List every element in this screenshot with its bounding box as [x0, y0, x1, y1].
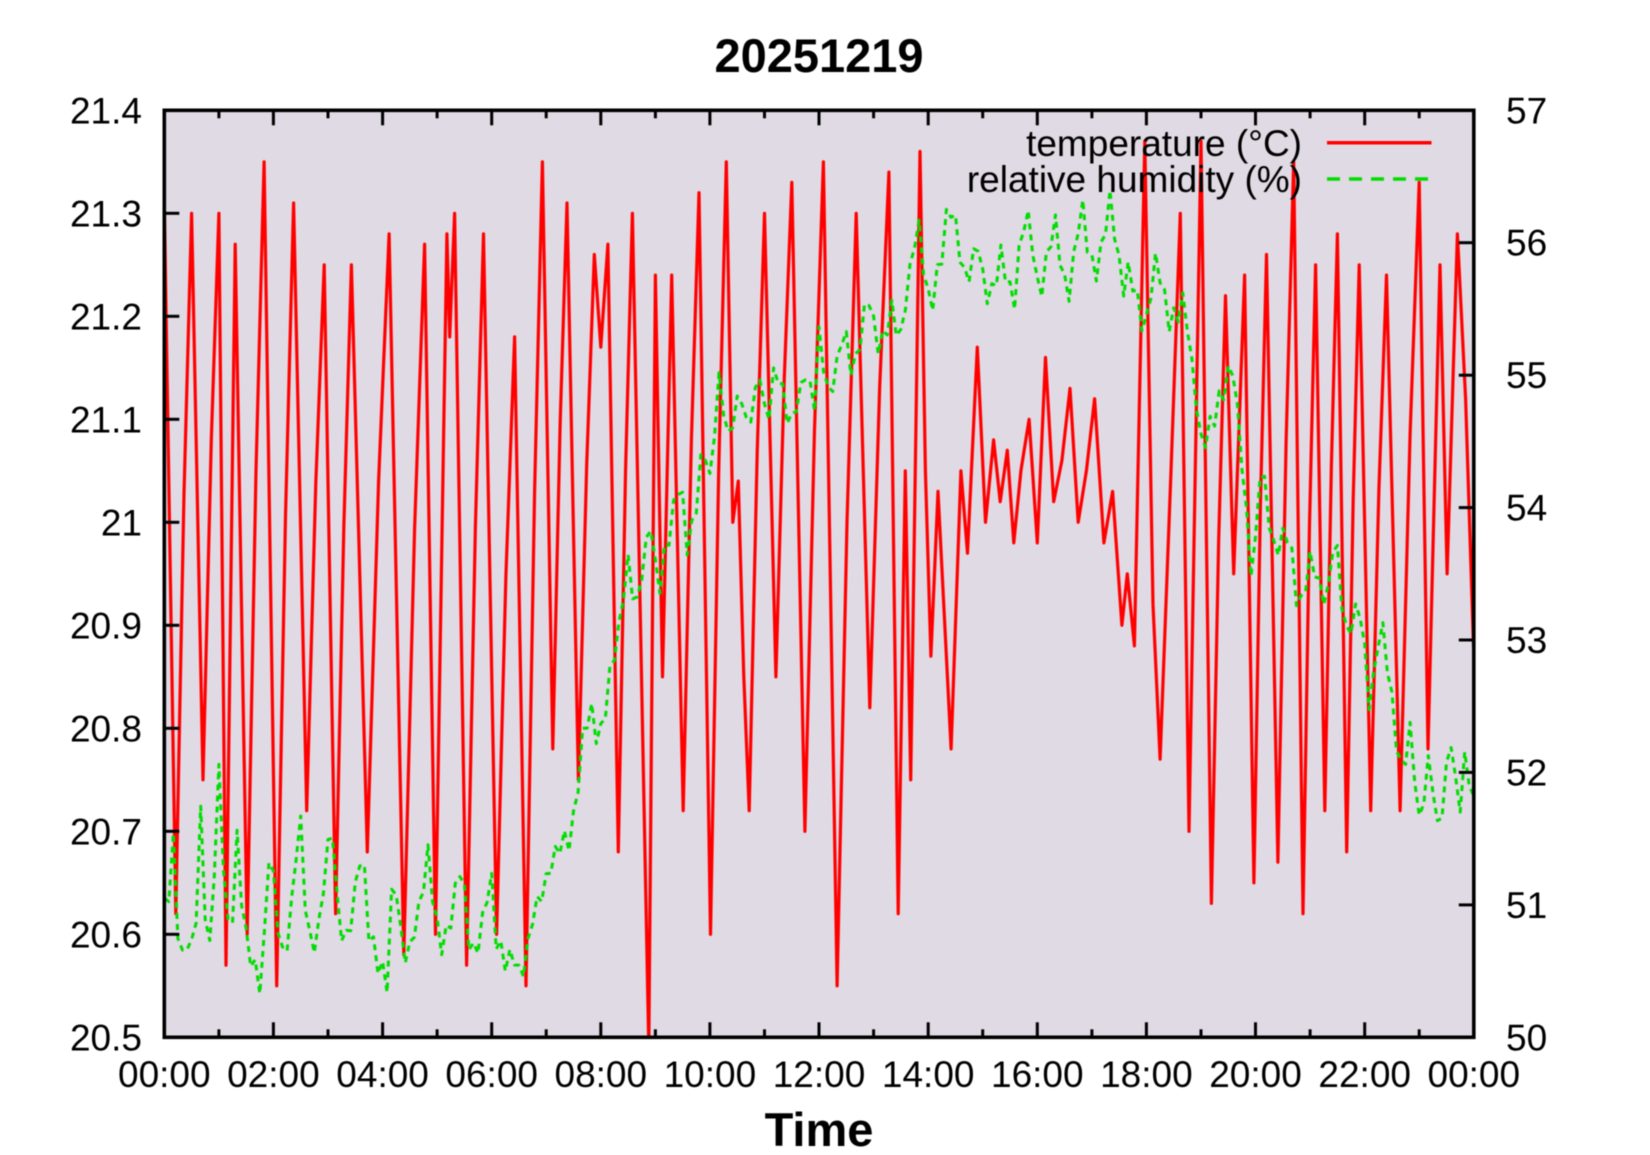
svg-text:54: 54 — [1506, 488, 1547, 529]
svg-text:21.1: 21.1 — [70, 399, 142, 440]
svg-text:20:00: 20:00 — [1209, 1054, 1302, 1095]
svg-text:00:00: 00:00 — [1428, 1054, 1521, 1095]
svg-text:21.3: 21.3 — [70, 193, 142, 234]
svg-text:02:00: 02:00 — [227, 1054, 320, 1095]
svg-text:00:00: 00:00 — [118, 1054, 211, 1095]
svg-text:relative humidity (%): relative humidity (%) — [967, 159, 1302, 200]
svg-text:08:00: 08:00 — [555, 1054, 648, 1095]
svg-text:21.2: 21.2 — [70, 296, 142, 337]
svg-text:20.7: 20.7 — [70, 811, 142, 852]
svg-text:Time: Time — [765, 1103, 874, 1155]
svg-text:14:00: 14:00 — [882, 1054, 975, 1095]
svg-text:04:00: 04:00 — [336, 1054, 429, 1095]
svg-text:10:00: 10:00 — [664, 1054, 757, 1095]
svg-text:21: 21 — [101, 502, 142, 543]
svg-text:06:00: 06:00 — [445, 1054, 538, 1095]
svg-text:55: 55 — [1506, 355, 1547, 396]
svg-text:16:00: 16:00 — [991, 1054, 1084, 1095]
svg-text:20.5: 20.5 — [70, 1017, 142, 1058]
svg-text:51: 51 — [1506, 885, 1547, 926]
svg-text:21.4: 21.4 — [70, 90, 142, 131]
svg-text:52: 52 — [1506, 752, 1547, 793]
svg-text:20.9: 20.9 — [70, 605, 142, 646]
svg-text:temperature (°C): temperature (°C) — [1026, 123, 1302, 164]
svg-text:56: 56 — [1506, 223, 1547, 264]
svg-text:53: 53 — [1506, 620, 1547, 661]
svg-text:20251219: 20251219 — [714, 29, 923, 82]
svg-text:20.6: 20.6 — [70, 914, 142, 955]
svg-text:20.8: 20.8 — [70, 708, 142, 749]
svg-text:12:00: 12:00 — [773, 1054, 866, 1095]
svg-text:50: 50 — [1506, 1017, 1547, 1058]
svg-text:22:00: 22:00 — [1318, 1054, 1411, 1095]
svg-text:18:00: 18:00 — [1100, 1054, 1193, 1095]
svg-text:57: 57 — [1506, 90, 1547, 131]
